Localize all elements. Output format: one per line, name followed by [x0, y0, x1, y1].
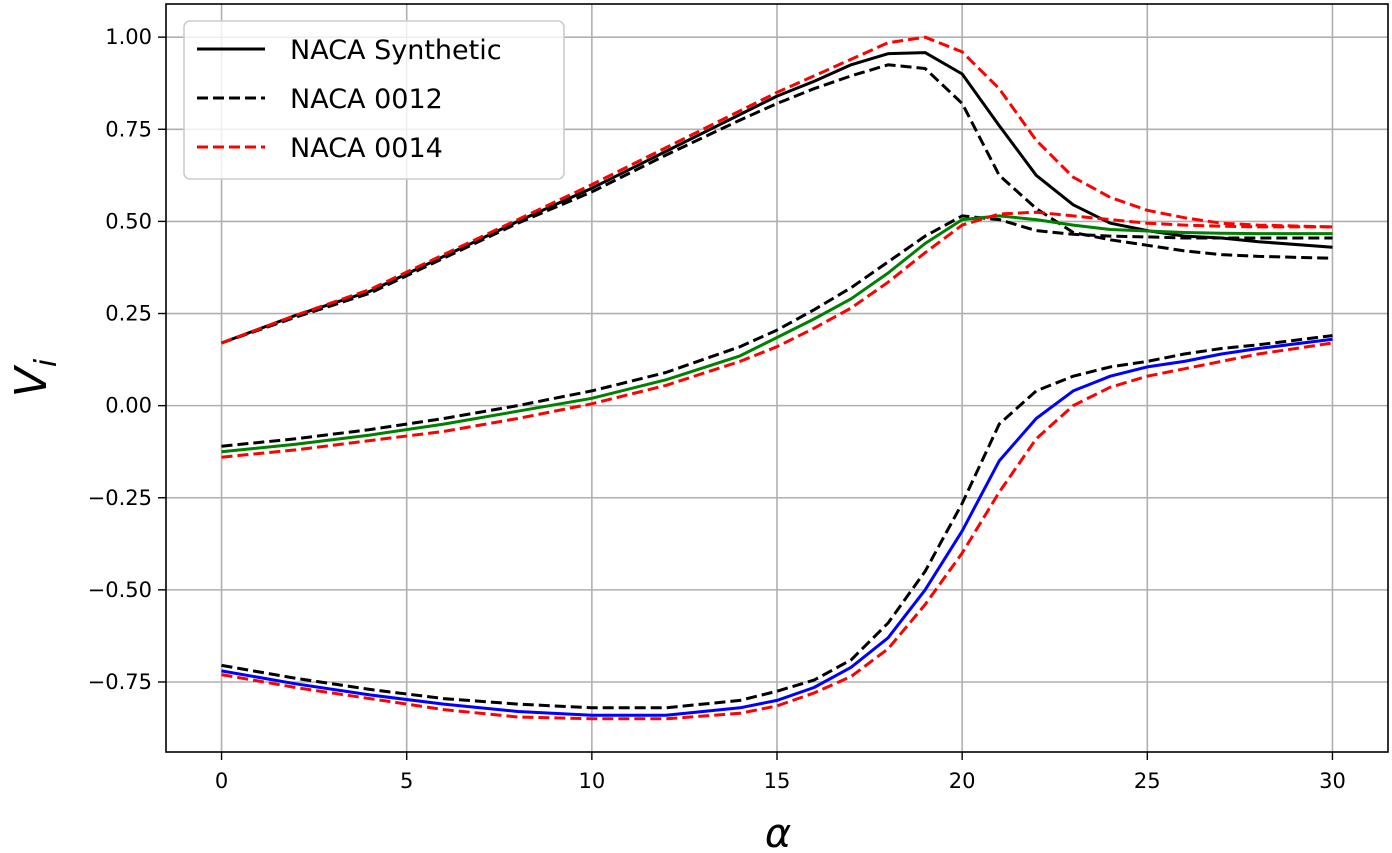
x-tick-label: 10 [578, 769, 605, 793]
series-line-naca-0014-bottom [221, 341, 1333, 721]
legend-label-naca-synthetic: NACA Synthetic [290, 35, 502, 66]
series-line-naca-synthetic-middle [221, 214, 1333, 454]
series-layer [220, 35, 1333, 721]
y-tick-label: 0.25 [105, 302, 152, 326]
y-tick-label: 0.00 [105, 394, 152, 418]
y-axis-label-main: V [6, 364, 57, 397]
series-line-naca-0014-top [220, 35, 1333, 345]
x-tick-label: 15 [764, 769, 791, 793]
y-axis-label-subscript: i [29, 358, 64, 367]
series-line-naca-0012-bottom [221, 334, 1333, 710]
series-line-naca-0012-top [221, 63, 1333, 345]
ticks: 0 5 10 15 20 25 30 1.00 0.75 0.50 0.25 0.00 −0.25 −0.… [88, 25, 1346, 793]
x-tick-label: 0 [215, 769, 228, 793]
series-line-naca-0012-middle [221, 214, 1333, 448]
legend-box [183, 20, 565, 180]
y-tick-label: 0.75 [105, 117, 152, 141]
y-tick-label: 0.50 [105, 209, 152, 233]
legend-label-naca-0012: NACA 0012 [290, 84, 443, 115]
x-tick-label: 20 [949, 769, 976, 793]
y-tick-label: 1.00 [105, 25, 152, 49]
y-axis-label: Vi [6, 358, 64, 397]
x-tick-label: 30 [1319, 769, 1346, 793]
y-tick-label: −0.75 [88, 670, 152, 694]
series-line-naca-synthetic-bottom [221, 337, 1333, 717]
y-tick-label: −0.25 [88, 486, 152, 510]
x-tick-label: 5 [400, 769, 413, 793]
legend: NACA Synthetic NACA 0012 NACA 0014 [183, 20, 565, 180]
legend-label-naca-0014: NACA 0014 [290, 133, 443, 164]
x-axis-label: α [765, 811, 791, 853]
y-tick-label: −0.50 [88, 578, 152, 602]
x-tick-label: 25 [1134, 769, 1161, 793]
series-line-naca-0014-middle [221, 210, 1333, 459]
